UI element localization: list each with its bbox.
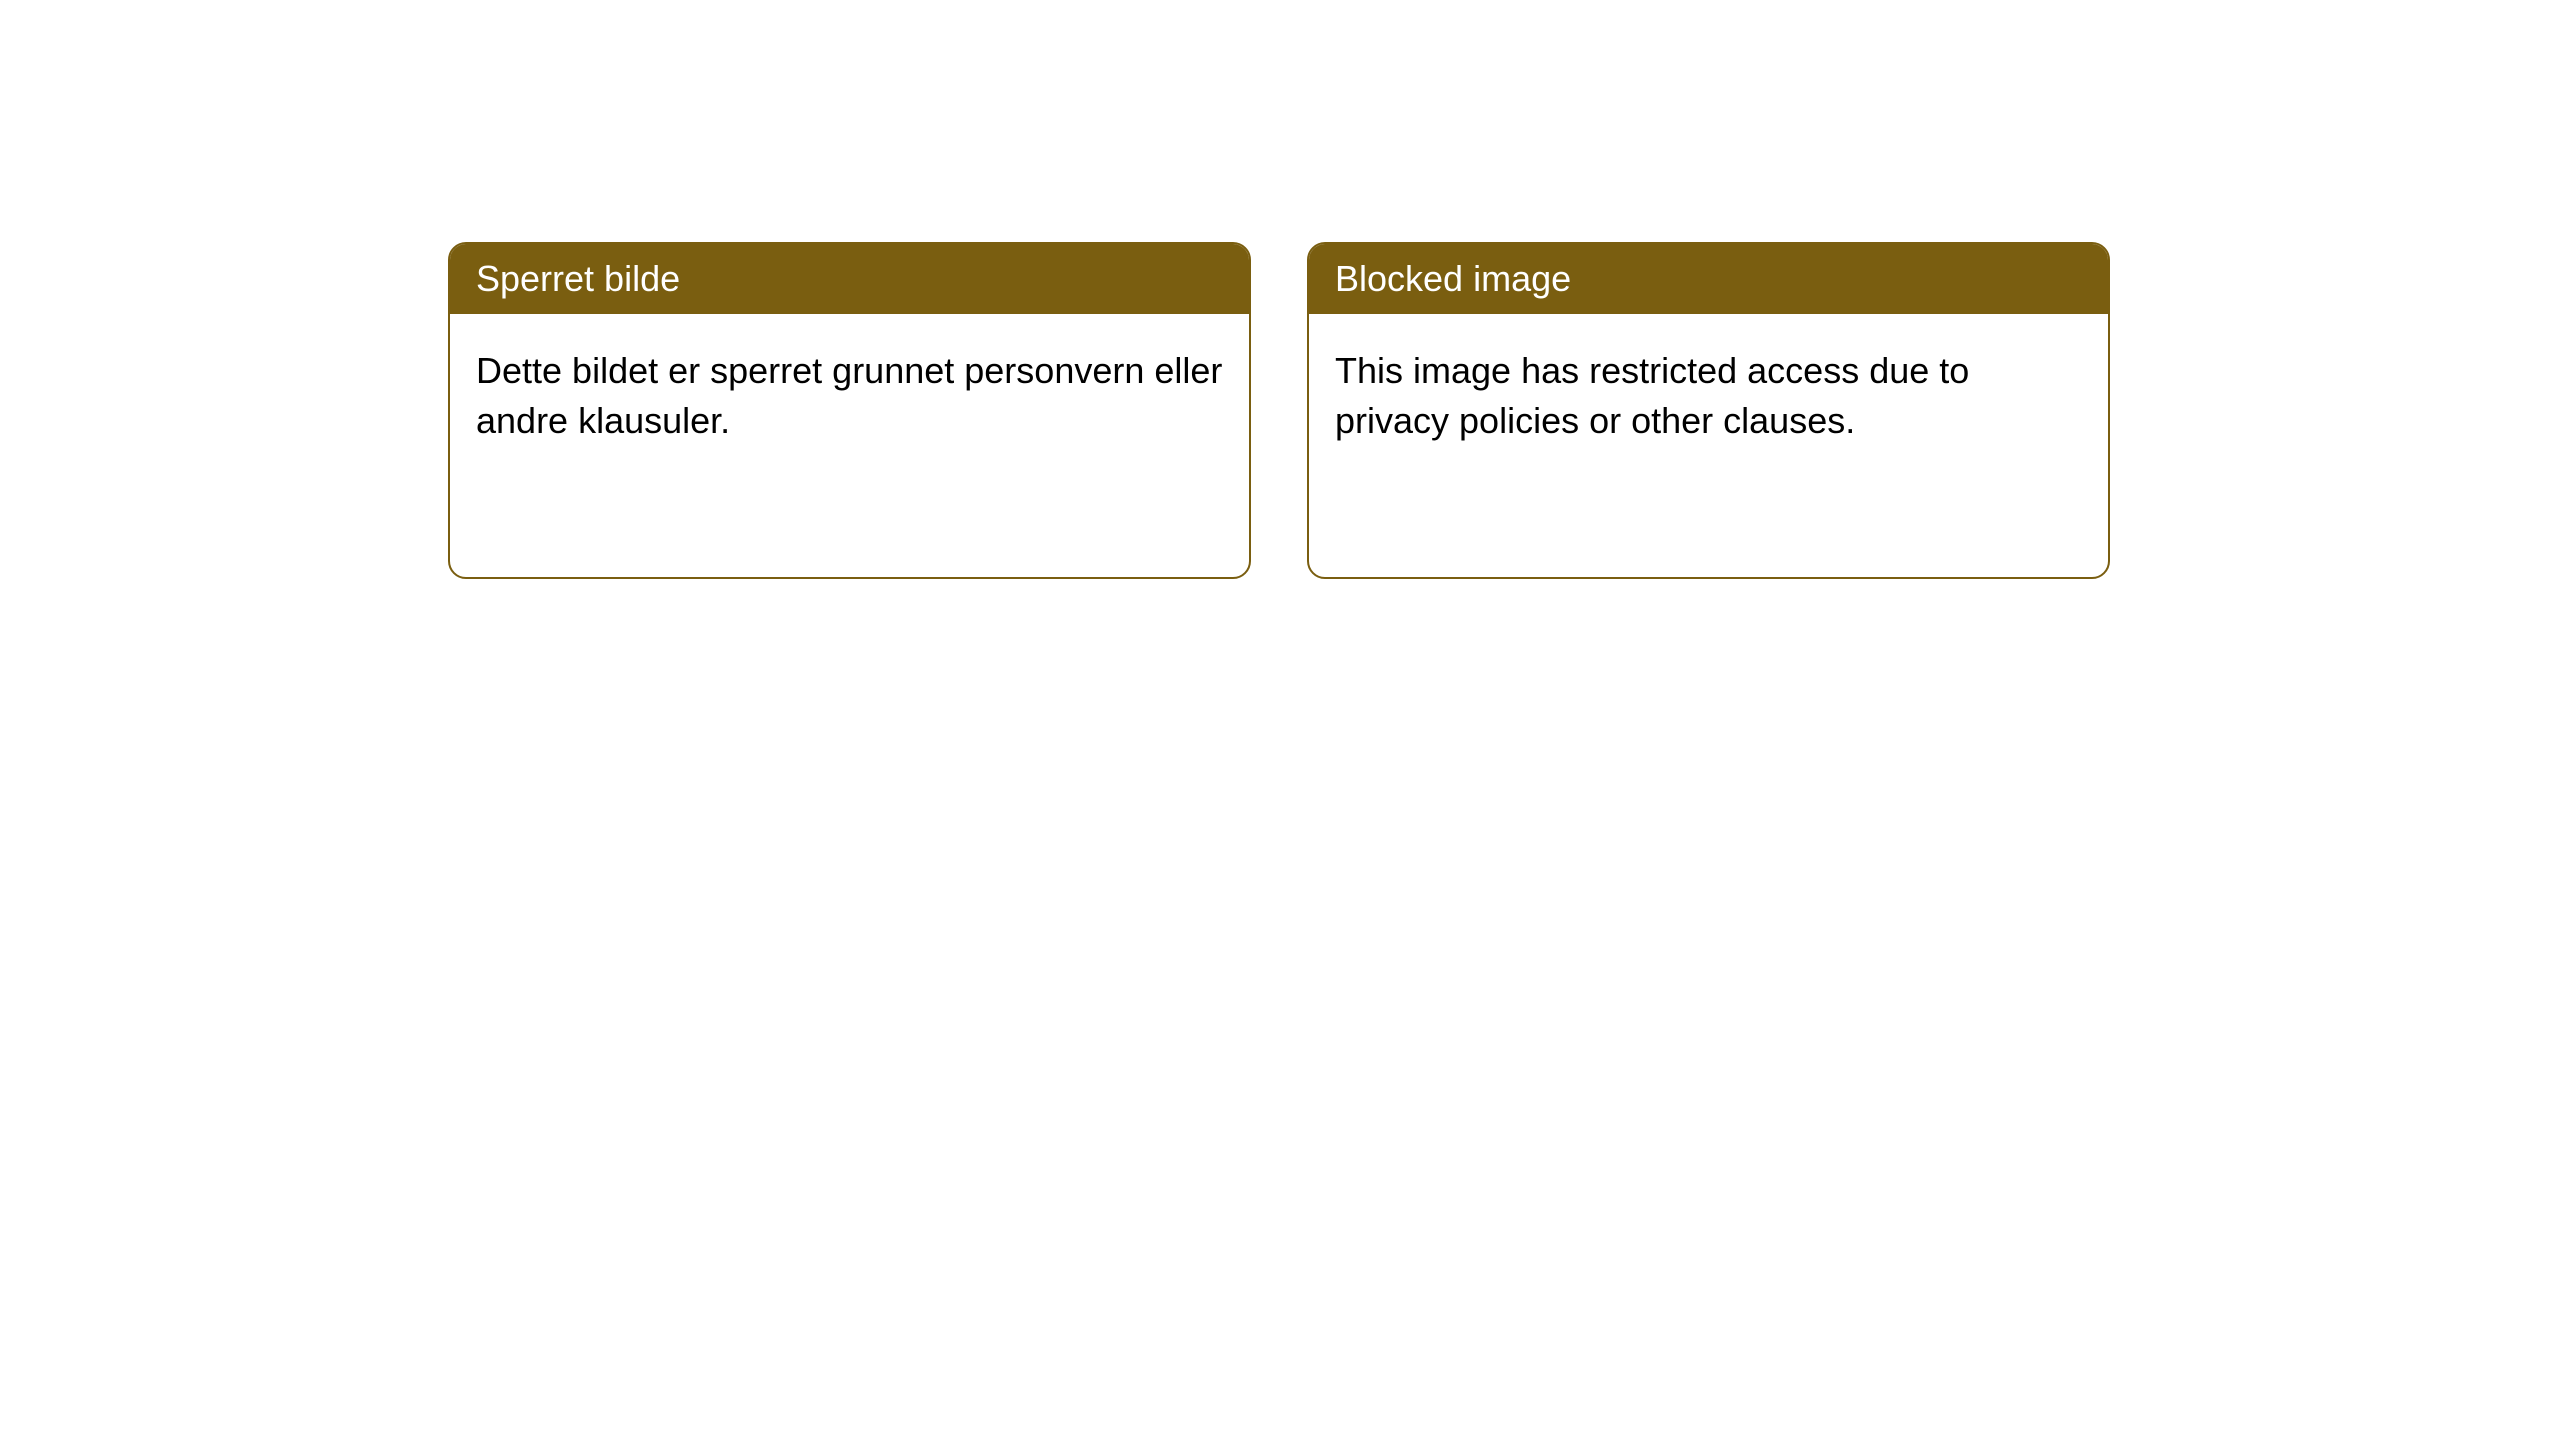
- notice-box-norwegian: Sperret bilde Dette bildet er sperret gr…: [448, 242, 1251, 579]
- notice-title: Sperret bilde: [450, 244, 1249, 314]
- notice-title: Blocked image: [1309, 244, 2108, 314]
- notices-container: Sperret bilde Dette bildet er sperret gr…: [448, 242, 2110, 579]
- notice-body: This image has restricted access due to …: [1309, 314, 2108, 479]
- notice-body: Dette bildet er sperret grunnet personve…: [450, 314, 1249, 479]
- notice-box-english: Blocked image This image has restricted …: [1307, 242, 2110, 579]
